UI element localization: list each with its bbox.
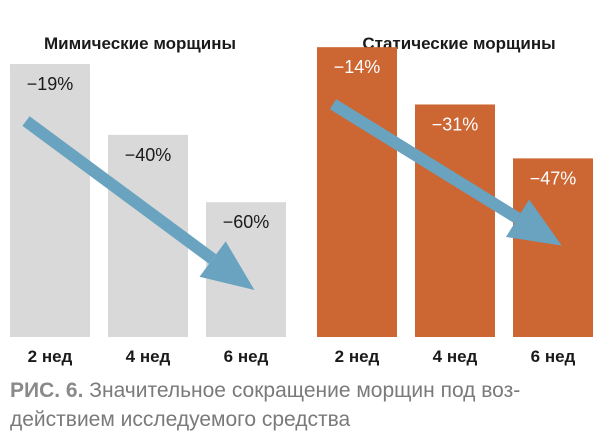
tick-label: 4 нед <box>433 347 478 366</box>
tick-label: 6 нед <box>224 347 269 366</box>
data-label: −14% <box>334 57 381 77</box>
panel-title: Статические морщины <box>362 34 555 53</box>
chart-panel-2: Статические морщины −14% 2 нед −31% 4 нед −47… <box>317 34 593 366</box>
tick-label: 4 нед <box>126 347 171 366</box>
caption-label: РИС. 6. <box>10 379 84 402</box>
bar-charts: Мимические морщины −19% 2 нед −40% 4 нед −60%… <box>10 34 593 366</box>
trend-arrow-head <box>506 199 562 246</box>
data-label: −47% <box>530 168 577 188</box>
trend-arrow-shaft <box>22 116 217 264</box>
bar <box>317 47 397 338</box>
data-label: −60% <box>223 212 270 232</box>
tick-label: 6 нед <box>531 347 576 366</box>
tick-label: 2 нед <box>28 347 73 366</box>
data-label: −19% <box>27 74 74 94</box>
tick-label: 2 нед <box>335 347 380 366</box>
data-label: −40% <box>125 145 172 165</box>
figure-caption: РИС. 6. Значительное сокращение морщин п… <box>10 376 595 434</box>
bar <box>513 158 593 337</box>
caption-text: Значительное сокращение морщин под воз-д… <box>10 379 521 431</box>
trend-arrow-shaft <box>329 99 521 224</box>
chart-panel-1: Мимические морщины −19% 2 нед −40% 4 нед −60%… <box>10 34 286 366</box>
trend-arrow-head <box>199 241 255 290</box>
data-label: −31% <box>432 114 479 134</box>
bar <box>10 64 90 337</box>
panel-title: Мимические морщины <box>44 34 236 53</box>
bar <box>415 104 495 337</box>
